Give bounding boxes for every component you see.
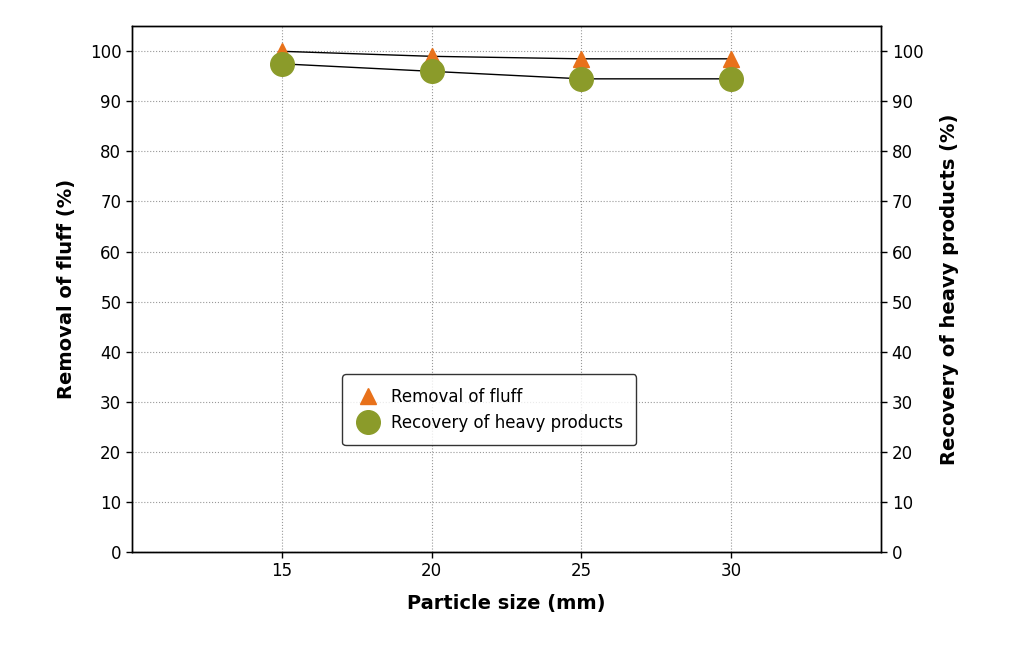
Line: Removal of fluff: Removal of fluff: [274, 43, 739, 66]
Recovery of heavy products: [575, 75, 588, 83]
Legend: Removal of fluff, Recovery of heavy products: Removal of fluff, Recovery of heavy prod…: [342, 374, 636, 445]
Removal of fluff: [276, 47, 288, 55]
Removal of fluff: [425, 53, 438, 60]
Recovery of heavy products: [725, 75, 737, 83]
Removal of fluff: [575, 55, 588, 63]
Y-axis label: Recovery of heavy products (%): Recovery of heavy products (%): [940, 114, 959, 464]
Recovery of heavy products: [425, 68, 438, 76]
Line: Recovery of heavy products: Recovery of heavy products: [269, 52, 744, 91]
Removal of fluff: [725, 55, 737, 63]
Y-axis label: Removal of fluff (%): Removal of fluff (%): [57, 179, 76, 399]
X-axis label: Particle size (mm): Particle size (mm): [407, 594, 606, 613]
Recovery of heavy products: [276, 60, 288, 68]
